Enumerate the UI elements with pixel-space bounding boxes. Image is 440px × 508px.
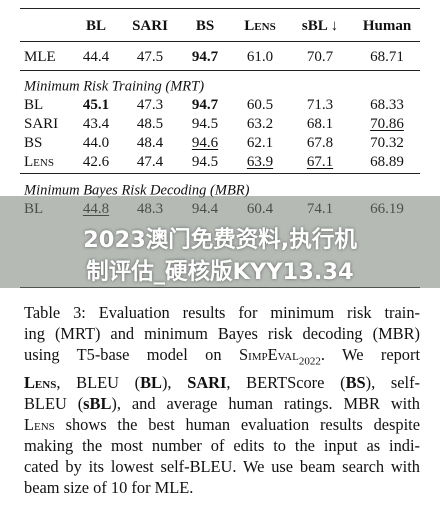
cell: 48.4 — [136, 135, 164, 151]
column-header: BL — [85, 18, 107, 34]
cell: 47.3 — [136, 97, 164, 113]
caption-text: sBL — [83, 394, 112, 414]
caption-text: Table 3: Evaluation results for minimum … — [24, 303, 420, 322]
caption-text: making the most number of edits to the i… — [24, 436, 420, 456]
cell: 94.7 — [191, 49, 219, 65]
caption-text: beam size of 10 for MLE. — [24, 478, 194, 498]
caption-text: Lens — [24, 415, 55, 435]
cell: 94.5 — [191, 116, 219, 132]
section-title: Minimum Risk Training (MRT) — [24, 78, 205, 95]
caption-text: 2022 — [298, 355, 321, 368]
cell: 45.1 — [82, 97, 110, 113]
row-label: SARI — [24, 116, 59, 132]
cell: 43.4 — [82, 116, 110, 132]
cell: 94.5 — [191, 154, 219, 170]
cell: 71.3 — [306, 97, 334, 113]
column-header: Lens — [244, 18, 276, 34]
section-title: Minimum Bayes Risk Decoding (MBR) — [24, 182, 250, 199]
row-label: BL — [24, 97, 44, 113]
cell: 70.7 — [306, 49, 334, 65]
caption-text: SARI — [187, 373, 227, 393]
cell: 68.1 — [306, 116, 334, 132]
cell: 94.6 — [191, 135, 219, 151]
caption-line: making the most number of edits to the i… — [24, 435, 420, 456]
caption-text: BL — [140, 373, 162, 393]
caption-text: , BLEU ( — [56, 373, 141, 393]
cell: 70.86 — [370, 116, 404, 132]
cell: 47.4 — [136, 154, 164, 170]
caption-text: Lens — [24, 373, 57, 393]
caption-text: ), self- — [365, 373, 420, 393]
cell: 48.5 — [136, 116, 164, 132]
cell: 67.1 — [306, 154, 334, 170]
caption-text: ), and average human ratings. MBR with — [111, 394, 420, 414]
cell: 47.5 — [136, 49, 164, 65]
overlay-banner: 2023澳门免费资料,执行机 制评估_硬核版KYY13.34 — [0, 196, 440, 288]
cell: 44.4 — [82, 49, 110, 65]
column-header: BS — [195, 18, 215, 34]
caption-text: SimpEval — [238, 345, 299, 364]
cell: 44.0 — [82, 135, 110, 151]
cell: 60.5 — [246, 97, 274, 113]
caption: Table 3: Evaluation results for minimum … — [24, 302, 420, 498]
caption-text: BS — [345, 373, 366, 393]
caption-text: ing (MRT) and minimum Bayes risk decodin… — [24, 324, 420, 343]
section-rule — [20, 173, 420, 174]
caption-text: , BERTScore ( — [226, 373, 346, 393]
top-rule — [20, 8, 420, 10]
section-rule — [20, 70, 420, 71]
column-header: sBL ↓ — [301, 18, 339, 34]
caption-line: Lens shows the best human evaluation res… — [24, 414, 420, 435]
caption-text: ), — [161, 373, 188, 393]
cell: 68.71 — [370, 49, 404, 65]
cell: 62.1 — [246, 135, 274, 151]
caption-line: ing (MRT) and minimum Bayes risk decodin… — [24, 323, 420, 344]
cell: 63.2 — [246, 116, 274, 132]
cell: 70.32 — [370, 135, 404, 151]
row-label: MLE — [24, 49, 56, 65]
cell: 67.8 — [306, 135, 334, 151]
caption-line: Table 3: Evaluation results for minimum … — [24, 302, 420, 323]
caption-text: using T5-base model on — [24, 345, 239, 364]
caption-line: cated by its lowest self-BLEU. We use be… — [24, 456, 420, 477]
caption-line: Lens, BLEU (BL), SARI, BERTScore (BS), s… — [24, 372, 420, 393]
row-label: BS — [24, 135, 43, 151]
header-rule — [20, 41, 420, 42]
cell: 63.9 — [246, 154, 274, 170]
caption-line: beam size of 10 for MLE. — [24, 477, 420, 498]
caption-line: using T5-base model on SimpEval2022. We … — [24, 344, 420, 372]
cell: 68.89 — [370, 154, 404, 170]
cell: 42.6 — [82, 154, 110, 170]
caption-text: shows the best human evaluation results … — [54, 415, 420, 435]
banner-text: 制评估_硬核版KYY13.34 — [86, 259, 354, 285]
cell: 94.7 — [191, 97, 219, 113]
cell: 61.0 — [246, 49, 274, 65]
column-header: Human — [362, 18, 412, 34]
caption-line: BLEU (sBL), and average human ratings. M… — [24, 393, 420, 414]
caption-text: cated by its lowest self-BLEU. We use be… — [24, 457, 420, 477]
column-header: SARI — [132, 18, 168, 34]
banner-text: 2023澳门免费资料,执行机 — [83, 227, 357, 253]
caption-text: BLEU ( — [24, 394, 84, 414]
cell: 68.33 — [370, 97, 404, 113]
caption-text: . We report — [320, 345, 420, 364]
row-label: Lens — [24, 154, 54, 170]
